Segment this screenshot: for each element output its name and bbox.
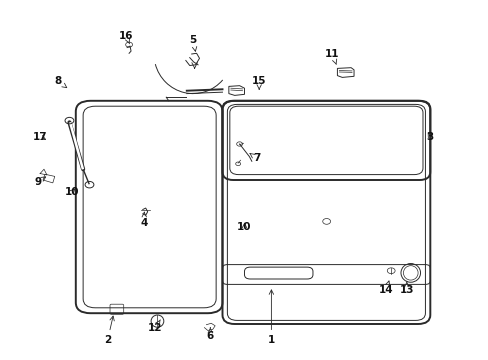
Text: 6: 6 bbox=[206, 328, 213, 341]
Text: 16: 16 bbox=[119, 31, 133, 44]
Text: 8: 8 bbox=[54, 76, 67, 88]
Text: 9: 9 bbox=[35, 177, 45, 187]
Text: 15: 15 bbox=[251, 76, 266, 89]
Text: 3: 3 bbox=[426, 132, 433, 142]
Text: 2: 2 bbox=[104, 316, 114, 345]
Text: 11: 11 bbox=[325, 49, 339, 64]
Text: 1: 1 bbox=[267, 290, 274, 345]
Text: 12: 12 bbox=[148, 320, 163, 333]
Text: 10: 10 bbox=[237, 222, 251, 232]
Text: 10: 10 bbox=[65, 186, 80, 197]
Text: 4: 4 bbox=[140, 212, 148, 228]
Text: 7: 7 bbox=[249, 153, 260, 163]
Text: 17: 17 bbox=[33, 132, 47, 142]
Text: 13: 13 bbox=[399, 282, 413, 295]
Text: 5: 5 bbox=[189, 35, 196, 51]
Text: 14: 14 bbox=[378, 281, 393, 295]
